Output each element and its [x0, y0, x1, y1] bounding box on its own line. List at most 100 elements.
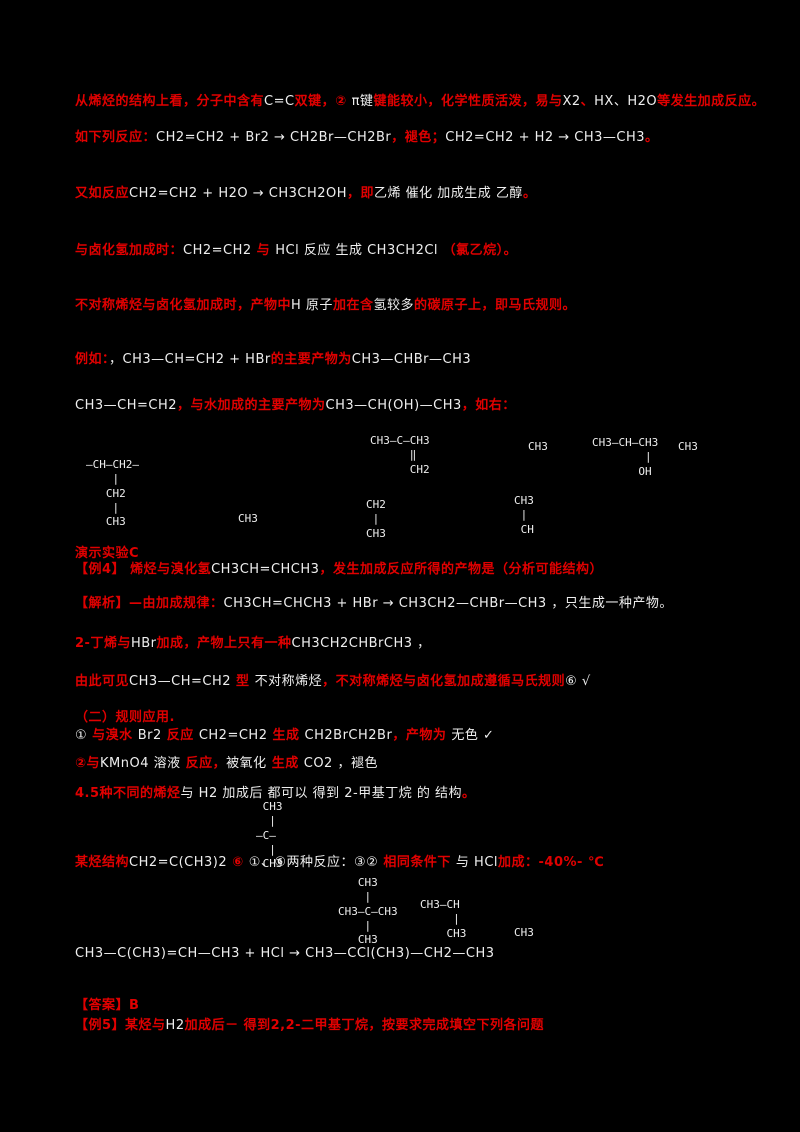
text-segment: 与卤化氢加成时： — [75, 243, 184, 258]
chemical-structure: CH3 | CH — [514, 494, 534, 536]
text-segment: CH2=CH2 + H2 → CH3—CH3 — [445, 130, 646, 145]
text-segment: CH2=CH2 — [183, 243, 252, 258]
text-segment: HX、H2O — [594, 94, 658, 109]
text-line: 例如：，CH3—CH=CH2 + HBr的主要产物为CH3—CHBr—CH3 — [75, 352, 471, 368]
text-segment: 。 — [562, 298, 577, 313]
text-segment: 与 HCl — [455, 855, 499, 870]
text-line: 不对称烯烃与卤化氢加成时，产物中H 原子加在含氢较多的碳原子上，即马氏规则。 — [75, 298, 576, 314]
text-segment: ① — [75, 728, 88, 743]
text-segment: H2 — [165, 1018, 185, 1033]
text-segment: CO2 ，褪色 — [303, 756, 378, 771]
text-segment: 无色 ✓ — [451, 728, 495, 743]
chemical-structure: CH3—C—CH3 ‖ CH2 — [370, 434, 430, 476]
chemical-structure: CH3—CH | CH3 — [420, 898, 467, 940]
text-line: 【例4】 烯烃与溴化氢CH3CH=CHCH3，发生加成反应所得的产物是（分析可能… — [75, 562, 603, 578]
chemical-structure: CH3 — [528, 440, 548, 453]
text-line: 2-丁烯与HBr加成，产物上只有一种CH3CH2CHBrCH3 ， — [75, 636, 431, 652]
text-segment: CH3—CHBr—CH3 — [351, 352, 472, 367]
chemical-structure: CH3 — [238, 512, 258, 525]
text-segment: CH3—C(CH3)=CH—CH3 + HCl → CH3—CCl(CH3)—C… — [75, 946, 495, 961]
text-segment: 加成，产物上只有一种 — [156, 636, 292, 651]
text-segment: H 原子 — [291, 298, 333, 313]
text-segment: CH3—CH=CH2 — [129, 674, 232, 689]
text-segment: X2 — [562, 94, 581, 109]
text-segment: HBr — [130, 636, 157, 651]
text-segment: KMnO4 溶液 — [100, 756, 181, 771]
text-line: 【例5】某烃与H2加成后－ 得到2,2-二甲基丁烷，按要求完成填空下列各问题 — [75, 1018, 544, 1034]
text-line: 如下列反应：CH2=CH2 + Br2 → CH2Br—CH2Br，褪色；CH2… — [75, 130, 659, 146]
text-segment: 与 H2 加成后 都可以 得到 2-甲基丁烷 的 结构 — [180, 786, 462, 801]
text-line: ① 与溴水 Br2 反应 CH2=CH2 生成 CH2BrCH2Br，产物为 无… — [75, 728, 494, 744]
text-segment: CH3CH2CHBrCH3 ， — [291, 636, 431, 651]
text-segment: 生成 — [267, 728, 305, 743]
text-segment: HCl 反应 — [275, 243, 331, 258]
text-segment: ，即 — [347, 186, 375, 201]
text-line: 从烯烃的结构上看，分子中含有C=C双键，② π键键能较小，化学性质活泼，易与X2… — [75, 94, 765, 110]
text-segment: 被氧化 — [226, 756, 267, 771]
text-segment: 键能较小，化学性质活泼，易与 — [373, 94, 563, 109]
text-segment: 不对称烯烃与卤化氢加成时，产物中 — [75, 298, 292, 313]
text-segment: 加在含 — [332, 298, 374, 313]
text-segment: 【解析】—由加成规律： — [75, 596, 224, 611]
text-segment: 由此可见 — [75, 674, 130, 689]
text-segment: 。 — [522, 186, 537, 201]
text-segment: 【例4】 烯烃与溴化氢 — [75, 562, 212, 577]
text-segment: CH2=CH2 + Br2 → CH2Br—CH2Br — [156, 130, 392, 145]
text-line: CH3—C(CH3)=CH—CH3 + HCl → CH3—CCl(CH3)—C… — [75, 946, 495, 962]
text-segment: CH2=CH2 + H2O → CH3CH2OH — [129, 186, 348, 201]
text-segment: ，产物为 — [392, 728, 452, 743]
text-segment: 例如： — [75, 352, 110, 367]
text-segment: CH3—CH=CH2 + HBr — [122, 352, 271, 367]
text-segment: ⑥ — [565, 674, 578, 689]
text-line: 4.5种不同的烯烃与 H2 加成后 都可以 得到 2-甲基丁烷 的 结构。 — [75, 786, 475, 802]
text-segment: 如下列反应： — [75, 130, 157, 145]
text-segment: Br2 — [137, 728, 162, 743]
text-segment: 的碳原子上，即 — [413, 298, 509, 313]
text-line: ②与KMnO4 溶液 反应，被氧化 生成 CO2 ，褪色 — [75, 756, 378, 772]
text-segment: 等发生加成反应。 — [657, 94, 766, 109]
text-segment: 。 — [645, 130, 659, 145]
text-segment: 又如反应 — [75, 186, 130, 201]
text-segment: 与溴水 — [87, 728, 138, 743]
text-segment: ， — [109, 352, 123, 367]
text-segment: CH3—CH(OH)—CH3 — [325, 398, 462, 413]
text-segment: ，如右： — [461, 398, 516, 413]
text-segment: CH3CH=CHCH3 — [211, 562, 320, 577]
text-segment: （氯乙烷）。 — [442, 243, 518, 258]
chemical-structure: CH3 | —C— | CH3 — [256, 800, 283, 871]
text-segment: 、 — [580, 94, 595, 109]
text-segment: 与 — [251, 243, 276, 258]
text-segment: CH3CH=CHCH3 + HBr → CH3CH2—CHBr—CH3 ，只生成… — [223, 596, 660, 611]
text-segment: ⑥ — [227, 855, 249, 870]
text-segment: π键 — [351, 94, 374, 109]
text-segment: 生成 CH3CH2Cl — [330, 243, 443, 258]
text-segment: CH2BrCH2Br — [304, 728, 393, 743]
text-segment: 。 — [461, 786, 476, 801]
text-segment: 从烯烃的结构上看，分子中含有 — [75, 94, 265, 109]
text-segment: ，发生加成反应所得的产物是（分析可能结构） — [319, 562, 603, 577]
text-segment: 演示实验C — [75, 546, 140, 561]
text-segment: 相同条件下 — [378, 855, 456, 870]
text-segment: 生成 — [266, 756, 304, 771]
text-segment: ②与 — [75, 756, 101, 771]
text-segment: 马氏规则 — [508, 298, 563, 313]
text-segment: 【例5】某烃与 — [75, 1018, 166, 1033]
text-line: CH3—CH=CH2，与水加成的主要产物为CH3—CH(OH)—CH3，如右： — [75, 398, 516, 414]
text-line: 【答案】B — [75, 998, 139, 1014]
chemical-structure: CH3 | CH3—C—CH3 | CH3 — [338, 876, 398, 947]
text-segment: 型 — [231, 674, 255, 689]
text-line: （二）规则应用. — [75, 710, 175, 726]
text-segment: C=C — [264, 94, 295, 109]
text-segment: ，与水加成的主要产物为 — [177, 398, 326, 413]
text-segment: CH2=CH2 — [198, 728, 268, 743]
text-segment: CH2=C(CH3)2 — [129, 855, 228, 870]
text-line: 与卤化氢加成时：CH2=CH2 与 HCl 反应 生成 CH3CH2Cl （氯乙… — [75, 243, 517, 259]
chemical-structure: CH3—CH—CH3 | OH — [592, 436, 659, 478]
text-segment: ①、⑥两种反应：③② — [248, 855, 379, 870]
text-segment: 【答案】B — [75, 998, 140, 1013]
text-segment: 某烃结构 — [75, 855, 130, 870]
text-line: 【解析】—由加成规律：CH3CH=CHCH3 + HBr → CH3CH2—CH… — [75, 596, 673, 612]
text-segment: ，不对称烯烃与卤化氢加成遵循马氏规则 — [322, 674, 566, 689]
text-segment: 2-丁烯与 — [75, 636, 131, 651]
